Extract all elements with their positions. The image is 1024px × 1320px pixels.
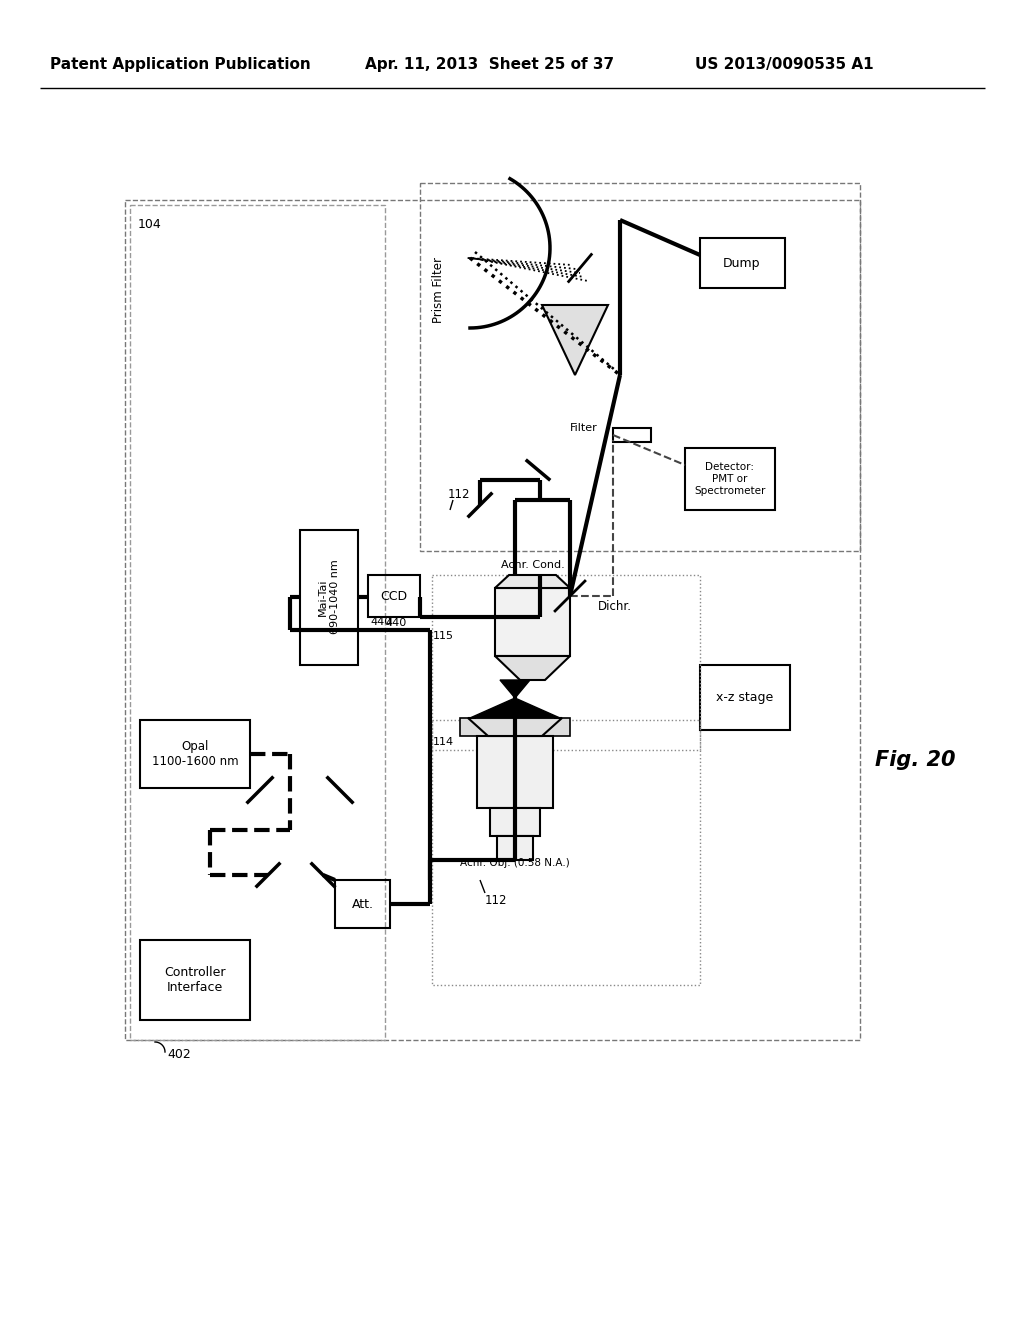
Text: Dump: Dump bbox=[723, 256, 761, 269]
Bar bbox=[432, 719, 700, 985]
Bar bbox=[335, 880, 390, 928]
Bar bbox=[490, 808, 540, 836]
Bar bbox=[613, 428, 651, 442]
Text: Patent Application Publication: Patent Application Publication bbox=[50, 58, 310, 73]
Text: Controller
Interface: Controller Interface bbox=[164, 966, 225, 994]
Text: 104: 104 bbox=[138, 218, 162, 231]
Bar bbox=[130, 205, 385, 1040]
Polygon shape bbox=[495, 576, 570, 587]
Bar bbox=[460, 718, 570, 737]
Bar bbox=[432, 576, 700, 750]
Text: Detector:
PMT or
Spectrometer: Detector: PMT or Spectrometer bbox=[694, 462, 766, 495]
Text: CCD: CCD bbox=[381, 590, 408, 602]
Text: Prism Filter: Prism Filter bbox=[432, 257, 445, 323]
Bar bbox=[125, 201, 860, 1040]
Bar bbox=[477, 737, 553, 808]
Text: 114: 114 bbox=[433, 737, 454, 747]
Text: x-z stage: x-z stage bbox=[717, 690, 773, 704]
Polygon shape bbox=[470, 698, 560, 718]
Text: Apr. 11, 2013  Sheet 25 of 37: Apr. 11, 2013 Sheet 25 of 37 bbox=[365, 58, 614, 73]
Text: 402: 402 bbox=[167, 1048, 190, 1061]
Text: Achr. Cond.: Achr. Cond. bbox=[501, 560, 565, 570]
Text: Achr. Obj. (0.58 N.A.): Achr. Obj. (0.58 N.A.) bbox=[460, 858, 570, 869]
Bar bbox=[300, 531, 358, 665]
Text: Dichr.: Dichr. bbox=[598, 599, 632, 612]
Polygon shape bbox=[468, 718, 562, 737]
Text: 440: 440 bbox=[385, 618, 407, 628]
Bar bbox=[140, 940, 250, 1020]
Bar bbox=[700, 665, 790, 730]
Polygon shape bbox=[542, 305, 608, 375]
Text: sample: sample bbox=[495, 705, 536, 715]
Text: 112: 112 bbox=[485, 894, 508, 907]
Bar bbox=[495, 587, 570, 656]
Polygon shape bbox=[500, 680, 530, 698]
Text: 115: 115 bbox=[433, 631, 454, 642]
Text: 112: 112 bbox=[449, 488, 470, 502]
Bar bbox=[140, 719, 250, 788]
Bar bbox=[685, 447, 775, 510]
Text: Mai-Tai
690-1040 nm: Mai-Tai 690-1040 nm bbox=[318, 560, 340, 635]
Polygon shape bbox=[476, 700, 554, 718]
Bar bbox=[368, 576, 420, 616]
Text: US 2013/0090535 A1: US 2013/0090535 A1 bbox=[695, 58, 873, 73]
Bar bbox=[497, 836, 534, 861]
Bar bbox=[700, 238, 785, 288]
Polygon shape bbox=[495, 656, 570, 680]
Text: 440: 440 bbox=[370, 616, 391, 627]
Bar bbox=[420, 183, 860, 550]
Text: Filter: Filter bbox=[570, 422, 598, 433]
Text: Fig. 20: Fig. 20 bbox=[874, 750, 955, 770]
Text: Att.: Att. bbox=[352, 898, 374, 911]
Text: Opal
1100-1600 nm: Opal 1100-1600 nm bbox=[152, 741, 239, 768]
